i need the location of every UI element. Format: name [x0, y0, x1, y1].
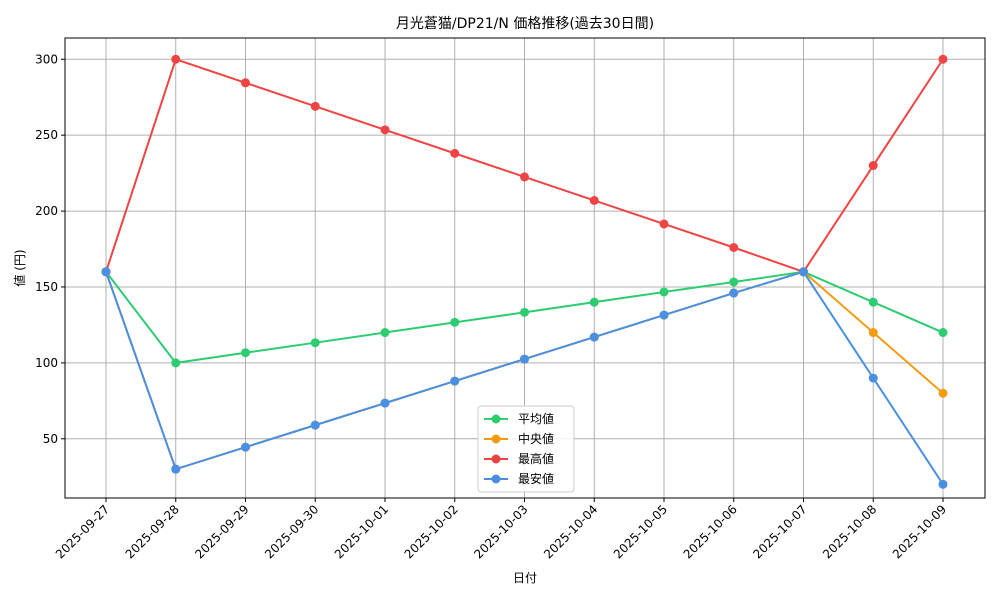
legend-swatch-marker — [491, 434, 501, 444]
data-point — [380, 398, 390, 408]
data-point — [868, 373, 878, 383]
data-point — [938, 54, 948, 64]
y-tick-label: 300 — [35, 52, 58, 66]
legend-label: 最安値 — [518, 471, 554, 486]
data-point — [241, 78, 250, 88]
legend-swatch-marker — [491, 414, 501, 424]
x-tick-label: 2025-09-29 — [192, 502, 251, 561]
x-tick-label: 2025-09-30 — [262, 502, 321, 561]
x-tick-label: 2025-10-05 — [611, 502, 670, 561]
data-point — [241, 442, 250, 452]
y-tick-label: 200 — [35, 204, 58, 218]
data-point — [241, 348, 250, 358]
data-point — [729, 277, 739, 287]
data-point — [659, 219, 669, 229]
y-tick-label: 100 — [35, 356, 58, 370]
data-point — [171, 464, 181, 474]
x-tick-label: 2025-10-01 — [332, 502, 391, 561]
x-tick-label: 2025-10-09 — [890, 502, 949, 561]
legend-label: 平均値 — [518, 411, 554, 426]
legend-swatch-marker — [491, 454, 501, 464]
x-axis-label: 日付 — [513, 571, 537, 585]
legend-swatch-marker — [491, 474, 501, 484]
legend-label: 中央値 — [518, 431, 554, 446]
data-point — [799, 267, 808, 277]
legend-box — [477, 405, 575, 493]
x-tick-label: 2025-10-06 — [681, 502, 740, 561]
x-tick-label: 2025-10-07 — [750, 502, 809, 561]
y-axis-label: 値 (円) — [12, 249, 27, 286]
series-最安値 — [101, 267, 948, 489]
x-tick-label: 2025-09-27 — [53, 502, 112, 561]
data-point — [938, 479, 948, 489]
legend-label: 最高値 — [518, 451, 554, 466]
x-tick-label: 2025-10-03 — [471, 502, 530, 561]
data-point — [520, 354, 529, 364]
data-point — [589, 332, 599, 342]
data-point — [729, 288, 739, 298]
data-point — [101, 267, 111, 277]
data-point — [868, 161, 878, 171]
data-point — [171, 54, 181, 64]
data-point — [171, 358, 181, 368]
x-tick-label: 2025-10-04 — [541, 502, 600, 561]
data-point — [450, 317, 460, 327]
data-point — [659, 287, 669, 297]
data-point — [589, 297, 599, 307]
data-point — [520, 307, 529, 317]
x-tick-label: 2025-09-28 — [123, 502, 182, 561]
y-tick-label: 150 — [35, 280, 58, 294]
data-point — [938, 388, 948, 398]
data-point — [380, 328, 390, 338]
data-point — [868, 328, 878, 338]
data-point — [310, 101, 320, 111]
data-point — [450, 376, 460, 386]
y-tick-label: 50 — [43, 432, 58, 446]
data-point — [310, 338, 320, 348]
chart-title: 月光蒼猫/DP21/N 価格推移(過去30日間) — [396, 16, 654, 32]
data-point — [659, 310, 669, 320]
data-point — [450, 148, 460, 158]
y-tick-label: 250 — [35, 128, 58, 142]
data-point — [380, 125, 390, 135]
x-tick-label: 2025-10-08 — [820, 502, 879, 561]
data-point — [729, 243, 739, 253]
data-point — [868, 297, 878, 307]
data-point — [520, 172, 529, 182]
series-layer — [101, 54, 948, 489]
data-point — [589, 195, 599, 205]
data-point — [938, 328, 948, 338]
x-tick-label: 2025-10-02 — [402, 502, 461, 561]
data-point — [310, 420, 320, 430]
